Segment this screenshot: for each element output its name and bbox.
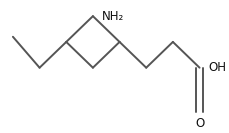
Text: OH: OH [207, 61, 226, 74]
Text: NH₂: NH₂ [101, 10, 123, 23]
Text: O: O [194, 117, 203, 130]
